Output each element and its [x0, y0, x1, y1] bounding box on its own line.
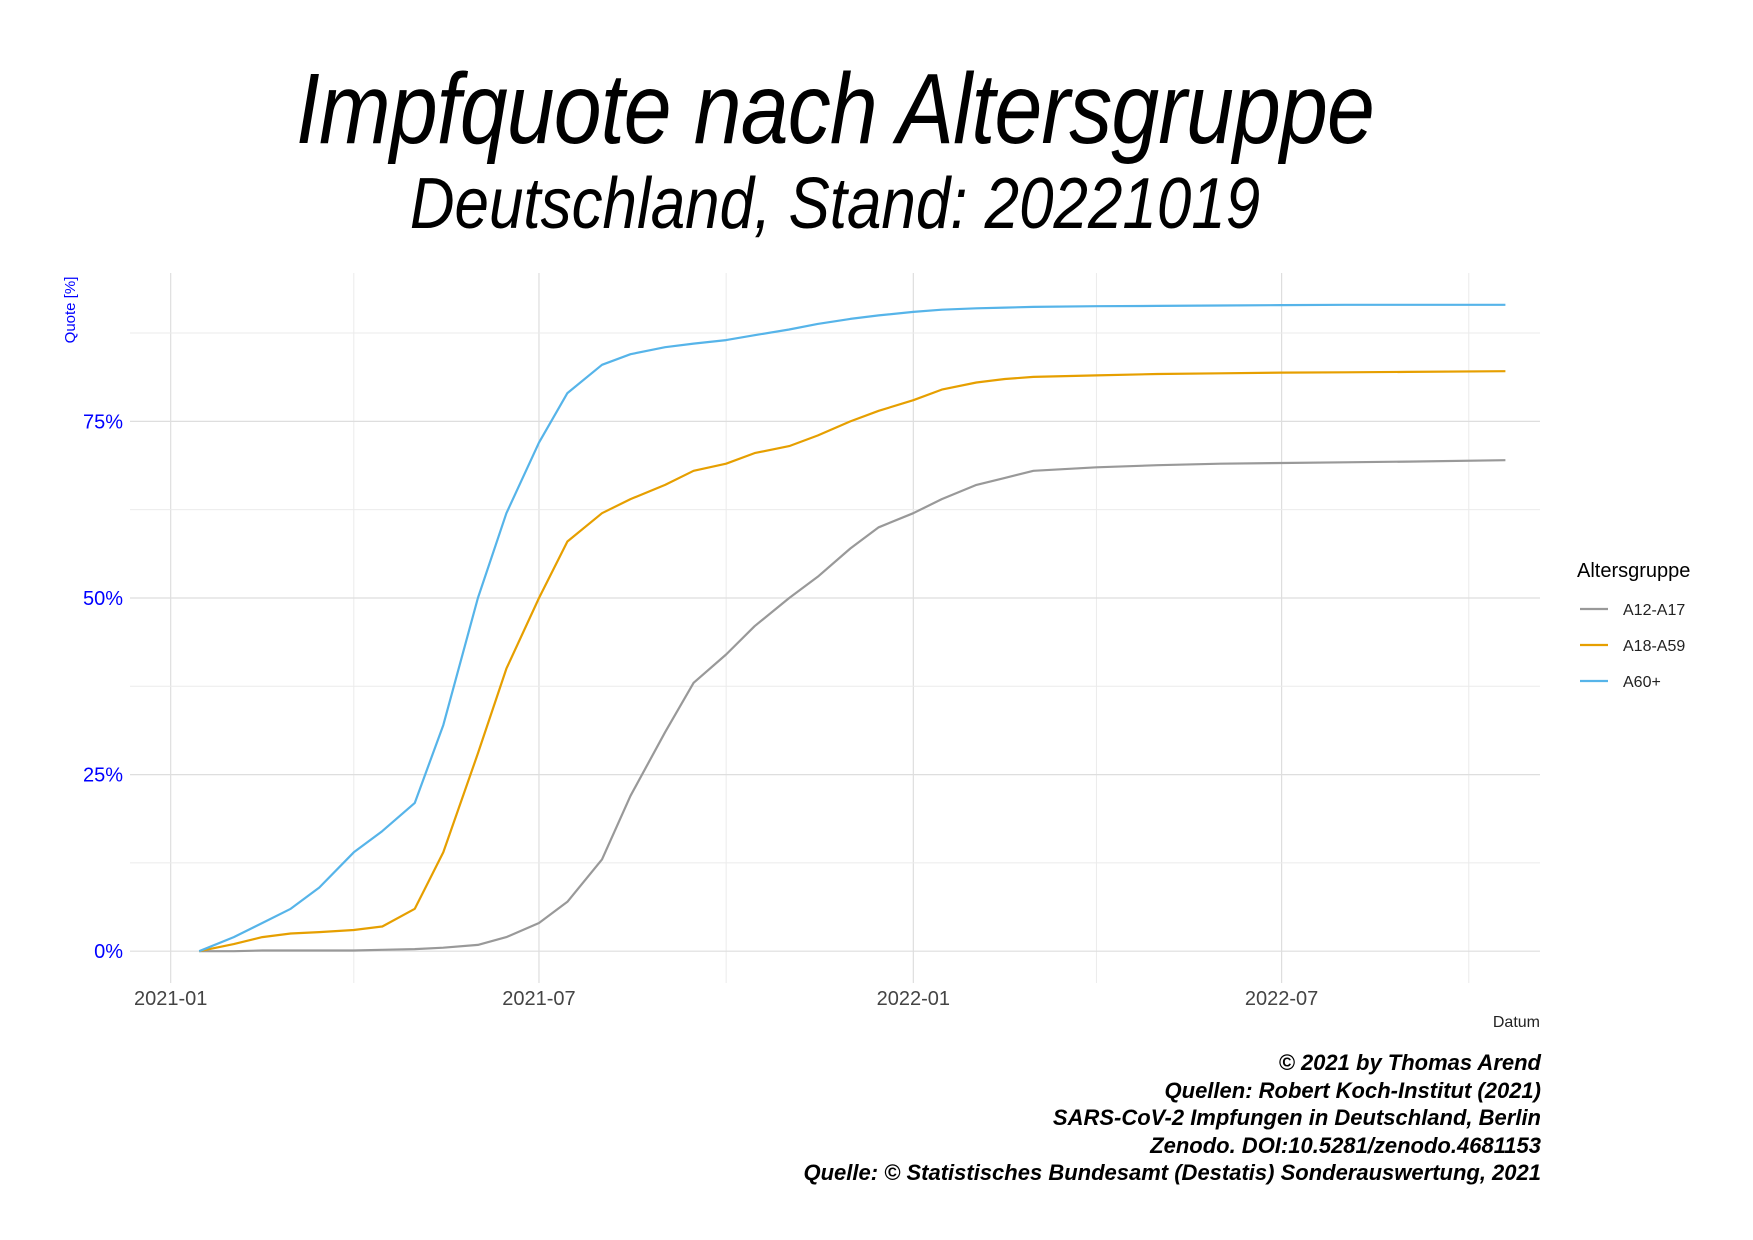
series-line-a12-a17	[199, 459, 1506, 953]
x-tick-label: 2022-01	[877, 988, 950, 1010]
caption: © 2021 by Thomas Arend Quellen: Robert K…	[803, 1049, 1541, 1187]
y-tick-label: 75%	[83, 411, 123, 433]
grid-lines	[130, 273, 1540, 983]
caption-line: Quellen: Robert Koch-Institut (2021)	[1164, 1077, 1541, 1103]
x-axis-ticks: 2021-01 2021-07 2022-01 2022-07	[134, 988, 1318, 1010]
x-tick-label: 2021-07	[502, 988, 575, 1010]
series-line-a60+	[198, 303, 1506, 953]
y-tick-label: 25%	[83, 765, 123, 787]
x-axis-label: Datum	[1493, 1014, 1540, 1031]
chart-title: Impfquote nach Altersgruppe	[296, 53, 1375, 165]
caption-line: © 2021 by Thomas Arend	[1278, 1050, 1541, 1075]
legend-label: A18-A59	[1623, 638, 1685, 655]
chart-subtitle: Deutschland, Stand: 20221019	[409, 164, 1261, 244]
y-tick-label: 50%	[83, 588, 123, 610]
legend-label: A60+	[1623, 674, 1661, 691]
caption-line: Quelle: © Statistisches Bundesamt (Desta…	[803, 1160, 1541, 1185]
y-axis-label: Quote [%]	[62, 277, 79, 344]
data-lines	[198, 303, 1506, 953]
caption-line: SARS-CoV-2 Impfungen in Deutschland, Ber…	[1052, 1105, 1541, 1130]
y-tick-label: 0%	[94, 941, 123, 963]
y-axis-ticks: 0% 25% 50% 75%	[83, 411, 123, 963]
x-tick-label: 2022-07	[1245, 988, 1318, 1010]
series-line-a18-a59	[198, 370, 1506, 953]
caption-line: Zenodo. DOI:10.5281/zenodo.4681153	[1150, 1132, 1541, 1158]
legend-label: A12-A17	[1623, 602, 1685, 619]
legend: Altersgruppe A12-A17 A18-A59 A60+	[1577, 560, 1690, 691]
legend-title: Altersgruppe	[1577, 560, 1690, 582]
x-tick-label: 2021-01	[134, 988, 207, 1010]
